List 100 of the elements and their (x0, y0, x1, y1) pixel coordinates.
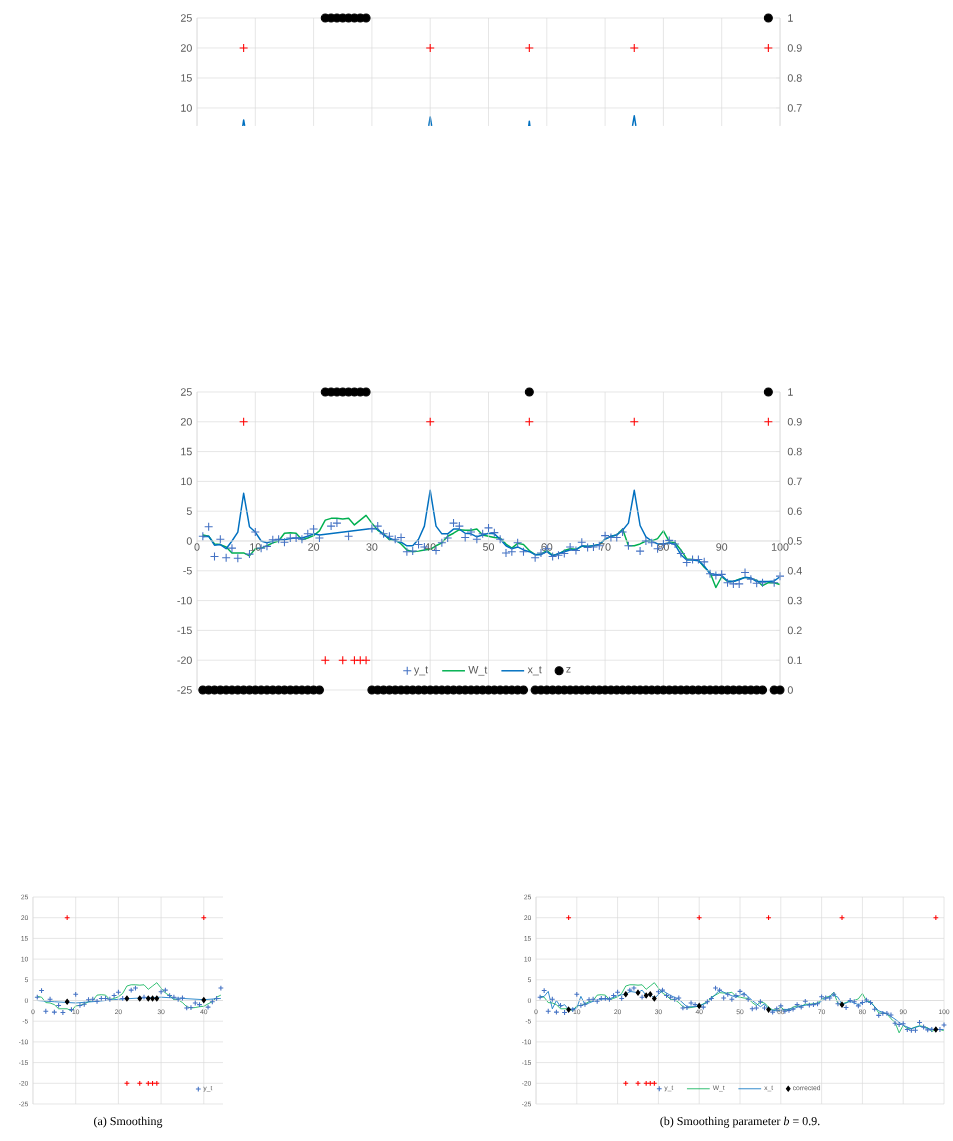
point (34, 994, 41, 1001)
point (64, 914, 71, 921)
point (643, 992, 649, 999)
y-tick-label: 25 (180, 388, 192, 396)
y2-tick-label: 1 (788, 14, 793, 22)
y-tick-label: 0 (186, 537, 192, 545)
point (55, 1002, 62, 1009)
y2-tick-label: 0.9 (787, 418, 802, 426)
point (696, 914, 703, 921)
point (200, 914, 207, 921)
point (651, 1080, 658, 1087)
point (183, 1005, 190, 1011)
point (162, 987, 169, 994)
y-tick-label: 20 (180, 44, 192, 52)
point (123, 1080, 130, 1087)
x-tick-label: 0 (194, 543, 200, 551)
point (77, 1002, 83, 1009)
point (166, 992, 173, 999)
legend-label: z (566, 666, 571, 673)
text: (a) Smoothing (94, 1116, 163, 1128)
point (136, 1080, 143, 1087)
point (153, 1080, 160, 1087)
point (81, 1001, 88, 1008)
x-tick-label: 90 (716, 543, 728, 551)
point (765, 914, 772, 921)
y2-tick-label: 0.8 (787, 447, 802, 456)
point (696, 1002, 702, 1009)
point (932, 914, 939, 921)
y2-tick-label: 1 (788, 388, 793, 396)
point (213, 995, 220, 1002)
point (179, 995, 186, 1001)
point (635, 989, 641, 996)
point (51, 1009, 58, 1016)
point (89, 996, 96, 1003)
point (154, 995, 160, 1002)
point (102, 995, 109, 1002)
point (622, 1080, 629, 1087)
y2-tick-label: 0.1 (787, 656, 802, 664)
y-tick-label: 10 (181, 104, 192, 112)
point (115, 989, 122, 996)
y-tick-label: -5 (183, 567, 192, 575)
point (124, 995, 130, 1002)
point (141, 994, 147, 1001)
point (158, 988, 165, 995)
point (565, 914, 572, 921)
point (47, 996, 54, 1003)
y2-tick-label: 0.8 (787, 74, 802, 82)
point (188, 1004, 194, 1011)
point (217, 985, 224, 992)
x-tick-label: 20 (308, 543, 320, 551)
y2-tick-label: 0 (787, 686, 793, 694)
y2-tick-label: 0.7 (787, 104, 802, 112)
legend-label: y_t (413, 666, 429, 676)
x-tick-label: 80 (657, 543, 669, 551)
point (72, 991, 79, 998)
point (42, 1008, 49, 1015)
point (635, 1080, 641, 1087)
y-tick-label: -10 (177, 596, 192, 605)
y2-tick-label: 0.5 (787, 537, 802, 545)
y2-tick-label: 0.3 (787, 596, 802, 605)
y-tick-label: 10 (181, 477, 192, 486)
y-tick-label: 15 (181, 74, 192, 82)
y2-tick-label: 0.2 (787, 626, 802, 635)
y-tick-label: 25 (180, 14, 192, 22)
text: (b) Smoothing parameter b = 0.9. (660, 1116, 820, 1128)
point (647, 991, 653, 998)
x-tick-label: 100 (771, 543, 789, 551)
x-tick-label: 50 (482, 543, 495, 551)
y-tick-label: -25 (177, 686, 192, 694)
point (566, 1006, 571, 1013)
point (766, 1006, 771, 1013)
point (933, 1026, 939, 1033)
point (839, 914, 845, 921)
point (651, 995, 657, 1002)
legend-label: W_t (468, 666, 488, 676)
y-tick-label: -15 (177, 626, 192, 635)
point (64, 998, 70, 1005)
x-tick-label: 30 (366, 543, 378, 551)
y2-tick-label: 0.9 (787, 44, 802, 52)
point (111, 992, 118, 999)
y-tick-label: 15 (181, 447, 192, 456)
y2-tick-label: 0.4 (787, 567, 802, 575)
y2-tick-label: 0.7 (787, 477, 802, 486)
point (38, 987, 45, 994)
y-tick-label: 20 (180, 418, 192, 426)
point (192, 1000, 199, 1006)
point (196, 1001, 203, 1008)
point (59, 1009, 66, 1016)
y2-tick-label: 0.6 (787, 507, 802, 515)
point (150, 995, 155, 1002)
point (839, 1001, 845, 1008)
point (128, 987, 135, 994)
point (106, 996, 113, 1003)
point (132, 985, 139, 992)
point (623, 991, 629, 998)
point (201, 997, 207, 1004)
point (209, 998, 216, 1005)
y-tick-label: -20 (177, 656, 192, 664)
point (137, 995, 143, 1002)
point (145, 995, 151, 1002)
